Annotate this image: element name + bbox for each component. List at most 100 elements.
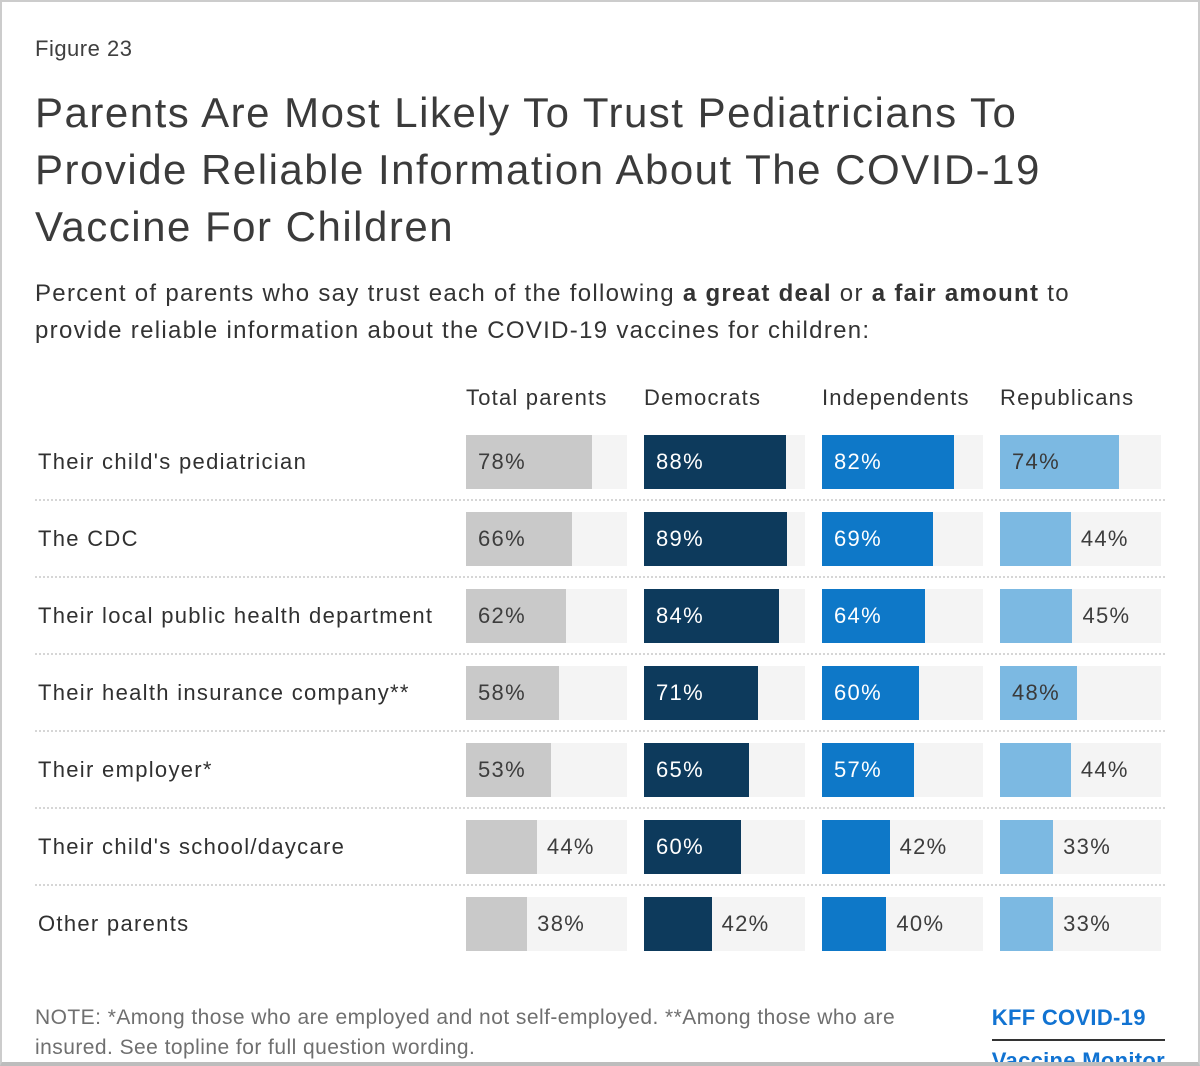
chart-row: Other parents 38% 42% 40% 33% <box>35 884 1165 961</box>
bar-track-republicans: 74% <box>1000 435 1161 489</box>
bar-fill <box>1000 820 1054 874</box>
bar-value-label: 64% <box>834 603 882 628</box>
subtitle-text: to provide reliable information about th… <box>35 280 1070 344</box>
bar-fill <box>822 666 919 720</box>
bar-fill <box>822 589 926 643</box>
bar-track-independents: 60% <box>822 666 983 720</box>
bar-value-label: 78% <box>478 449 526 474</box>
bar-value-label: 69% <box>834 526 882 551</box>
row-label: Their health insurance company** <box>38 680 410 705</box>
bar-value-label: 53% <box>478 757 526 782</box>
chart-row: Their child's school/daycare 44% 60% 42% 33% <box>35 807 1165 884</box>
bar-value-label: 48% <box>1012 680 1060 705</box>
bar-value-label: 45% <box>1082 603 1131 628</box>
row-label: Their child's pediatrician <box>38 449 308 474</box>
bar-value-label: 66% <box>478 526 526 551</box>
column-header-republicans: Republicans <box>1000 385 1135 410</box>
chart-row: The CDC 66% 89% 69% 44% <box>35 499 1165 576</box>
bar-track-republicans: 44% <box>1000 743 1161 797</box>
bar-value-label: 33% <box>1063 834 1112 859</box>
bar-track-total-parents: 44% <box>466 820 627 874</box>
bar-value-label: 58% <box>478 680 526 705</box>
column-header-row: Total parents Democrats Independents Republ… <box>35 385 1165 411</box>
bar-fill <box>644 589 780 643</box>
row-label: Their local public health department <box>38 603 434 628</box>
bar-track-democrats: 88% <box>644 435 805 489</box>
bar-value-label: 71% <box>656 680 704 705</box>
bar-value-label: 44% <box>546 834 595 859</box>
footer-notes: NOTE: *Among those who are employed and … <box>35 1003 970 1062</box>
column-header-democrats: Democrats <box>644 385 762 410</box>
bar-fill <box>1000 589 1073 643</box>
bar-value-label: 65% <box>656 757 704 782</box>
chart-row: Their employer* 53% 65% 57% 44% <box>35 730 1165 807</box>
bar-fill <box>644 435 786 489</box>
label-column-spacer <box>35 385 466 411</box>
bar-fill <box>644 897 712 951</box>
bar-track-total-parents: 58% <box>466 666 627 720</box>
bar-fill <box>1000 512 1071 566</box>
bar-fill <box>466 512 573 566</box>
bar-fill <box>466 666 560 720</box>
chart-rows: Their child's pediatrician 78% 88% 82% 74% Th… <box>35 424 1165 961</box>
bar-fill <box>822 512 934 566</box>
bar-track-democrats: 89% <box>644 512 805 566</box>
footer: NOTE: *Among those who are employed and … <box>35 1003 1165 1062</box>
bar-value-label: 74% <box>1012 449 1060 474</box>
subtitle-text: Percent of parents who say trust each of… <box>35 280 683 307</box>
figure-label: Figure 23 <box>35 36 133 61</box>
column-header-total-parents: Total parents <box>466 385 608 410</box>
bar-track-total-parents: 66% <box>466 512 627 566</box>
bar-track-independents: 42% <box>822 820 983 874</box>
bar-track-democrats: 65% <box>644 743 805 797</box>
bar-track-republicans: 45% <box>1000 589 1161 643</box>
bar-track-independents: 40% <box>822 897 983 951</box>
bar-track-independents: 64% <box>822 589 983 643</box>
bar-track-total-parents: 53% <box>466 743 627 797</box>
bar-fill <box>822 820 890 874</box>
bar-fill <box>822 435 955 489</box>
bar-value-label: 84% <box>656 603 704 628</box>
chart-row: Their local public health department 62% 8… <box>35 576 1165 653</box>
bar-fill <box>1000 435 1120 489</box>
bar-value-label: 44% <box>1080 757 1129 782</box>
bar-fill <box>1000 666 1078 720</box>
bar-value-label: 57% <box>834 757 882 782</box>
bar-track-total-parents: 38% <box>466 897 627 951</box>
bar-value-label: 38% <box>537 911 586 936</box>
chart-row: Their health insurance company** 58% 71% 60… <box>35 653 1165 730</box>
row-label: Other parents <box>38 911 190 936</box>
chart-row: Their child's pediatrician 78% 88% 82% 74% <box>35 424 1165 499</box>
kff-logo-line1: KFF COVID-19 <box>991 1005 1165 1041</box>
page-subtitle: Percent of parents who say trust each of… <box>35 275 1130 349</box>
row-label: Their employer* <box>38 757 213 782</box>
bar-track-democrats: 42% <box>644 897 805 951</box>
subtitle-emphasis: a great deal <box>682 280 832 307</box>
bar-fill <box>644 743 749 797</box>
kff-vaccine-monitor-logo: KFF COVID-19 Vaccine Monitor <box>991 1005 1165 1062</box>
bar-value-label: 60% <box>656 834 704 859</box>
bar-track-independents: 69% <box>822 512 983 566</box>
bar-fill <box>1000 743 1071 797</box>
bar-value-label: 82% <box>834 449 882 474</box>
bar-track-total-parents: 78% <box>466 435 627 489</box>
trust-bar-chart: Total parents Democrats Independents Republ… <box>35 385 1165 961</box>
bar-value-label: 89% <box>656 526 704 551</box>
page-title: Parents Are Most Likely To Trust Pediatr… <box>35 89 1041 250</box>
bar-fill <box>822 897 887 951</box>
bar-track-independents: 82% <box>822 435 983 489</box>
bar-fill <box>466 897 528 951</box>
note-text: NOTE: *Among those who are employed and … <box>35 1006 896 1059</box>
bar-track-democrats: 84% <box>644 589 805 643</box>
bar-track-total-parents: 62% <box>466 589 627 643</box>
bar-fill <box>644 512 788 566</box>
row-label: The CDC <box>38 526 139 551</box>
bar-value-label: 62% <box>478 603 526 628</box>
bar-fill <box>644 666 759 720</box>
bar-value-label: 42% <box>721 911 770 936</box>
bar-value-label: 42% <box>899 834 948 859</box>
bar-fill <box>644 820 741 874</box>
bar-value-label: 40% <box>896 911 945 936</box>
column-header-independents: Independents <box>822 385 970 410</box>
